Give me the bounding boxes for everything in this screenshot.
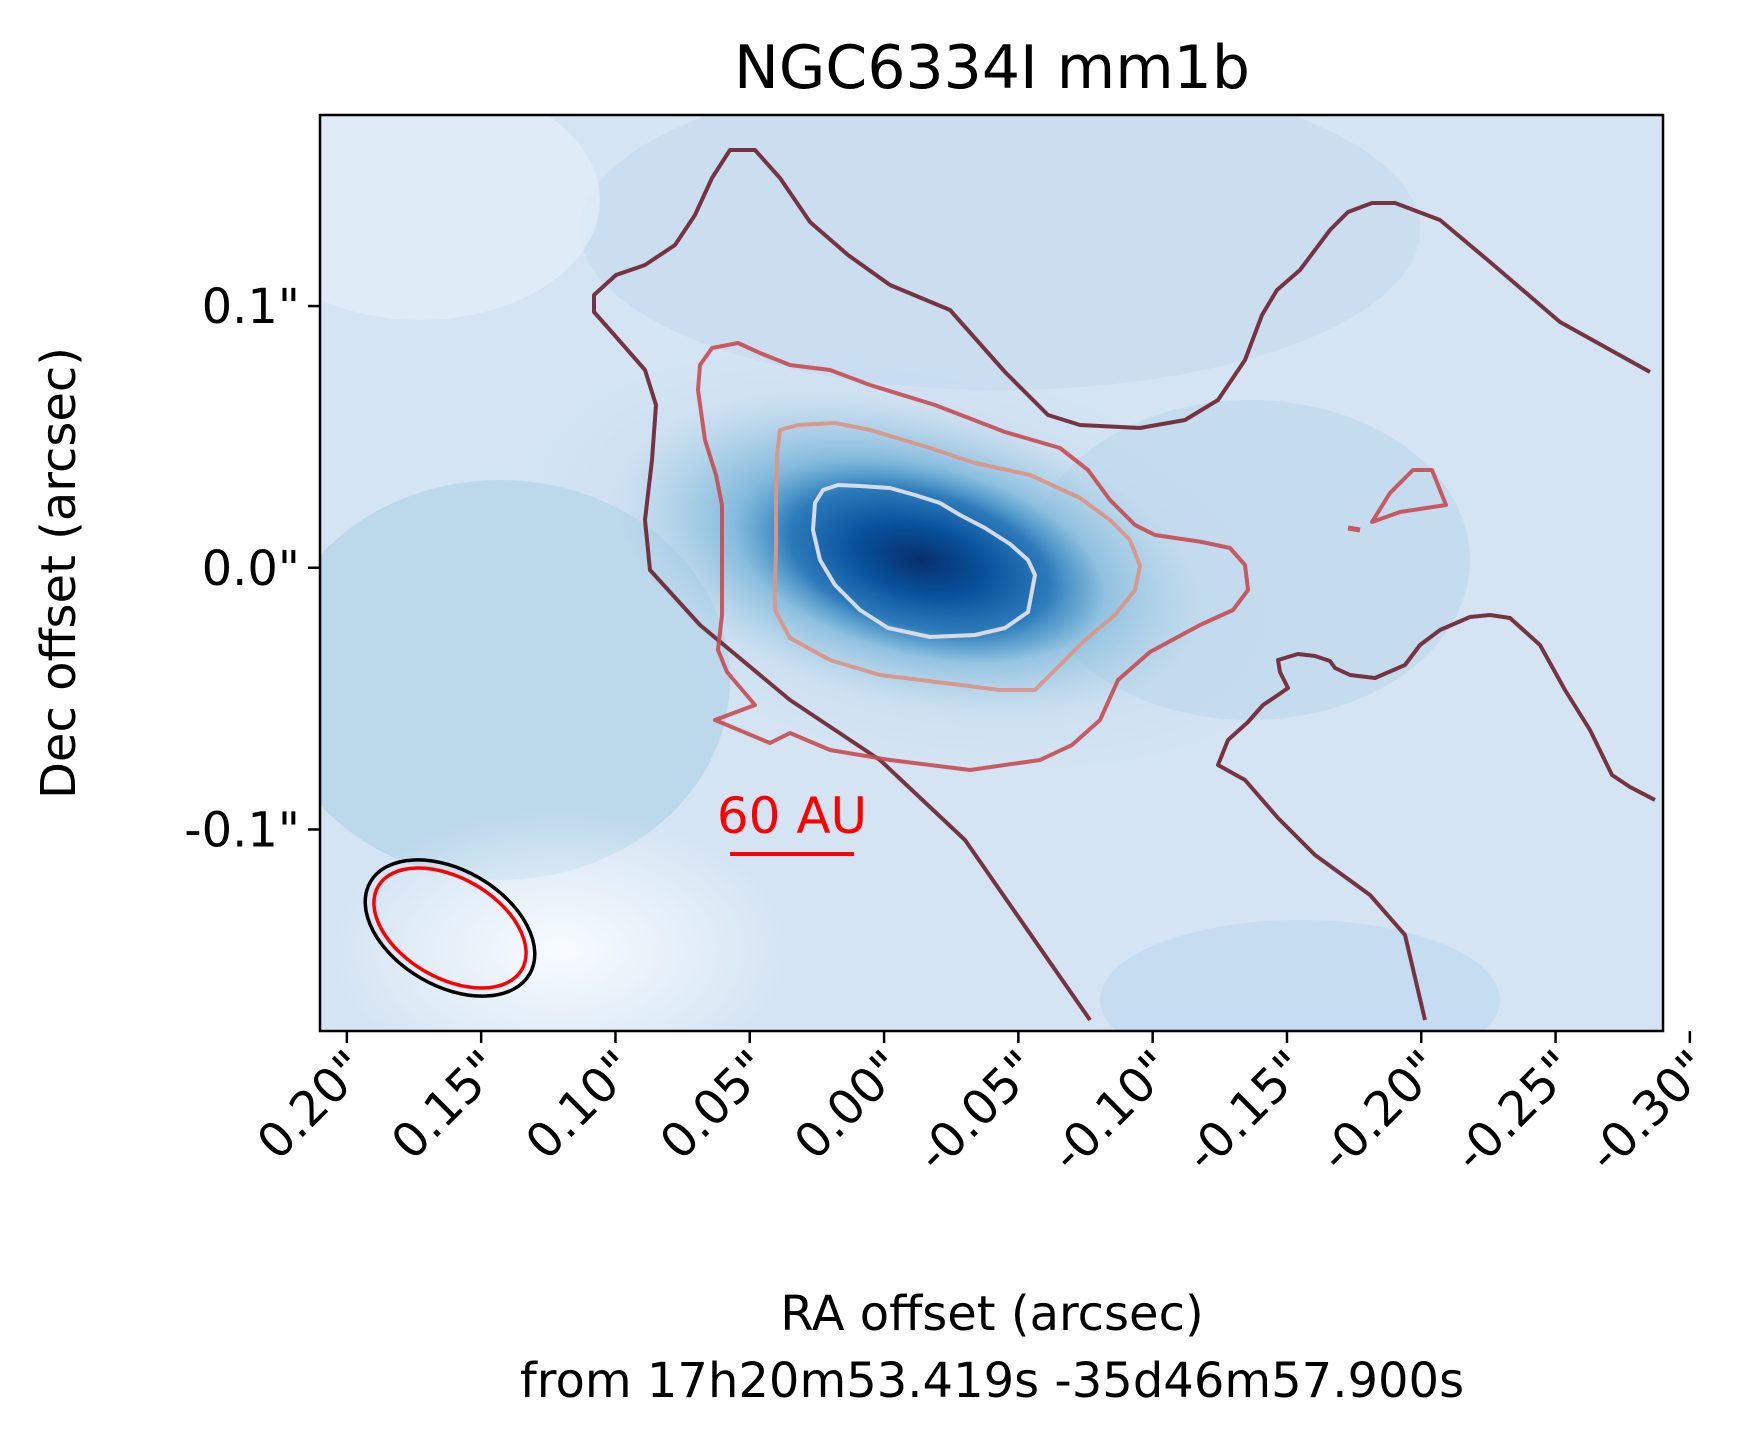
chart-title: NGC6334I mm1b [734, 33, 1250, 103]
x-axis-label-origin: from 17h20m53.419s -35d46m57.900s [520, 1353, 1464, 1409]
x-tick-label: 0.05" [649, 1040, 780, 1171]
x-tick-label: 0.10" [515, 1040, 646, 1171]
y-tick-label: 0.1" [202, 279, 300, 335]
x-tick-label: -0.05" [906, 1040, 1049, 1183]
x-tick-label: -0.10" [1040, 1040, 1183, 1183]
scale-bar: 60 AU [717, 787, 867, 856]
contour-level-1-south [1216, 613, 1656, 1021]
contour-level-4 [811, 483, 1037, 639]
x-tick-label: 0.20" [247, 1040, 378, 1171]
contour-level-2-main [696, 341, 1250, 772]
scale-bar-label: 60 AU [717, 787, 867, 845]
contour-level-3 [773, 421, 1142, 692]
x-tick-label: 0.00" [784, 1040, 915, 1171]
x-axis-label: RA offset (arcsec) [780, 1286, 1203, 1342]
y-tick-label: 0.0" [202, 541, 300, 597]
plot-frame [318, 113, 1665, 1033]
contour-lines [592, 148, 1656, 1022]
intensity-map [320, 115, 1663, 1031]
x-tick-label: -0.30" [1577, 1040, 1720, 1183]
x-tick-label: -0.25" [1443, 1040, 1586, 1183]
y-axis-label: Dec offset (arcsec) [31, 347, 87, 799]
x-tick-label: -0.20" [1309, 1040, 1452, 1183]
y-tick-label: -0.1" [184, 802, 300, 858]
x-tick-label: 0.15" [381, 1040, 512, 1171]
contour-level-1-main [592, 148, 1651, 1022]
contour-level-2-knot [1370, 468, 1448, 524]
beam-ellipses [363, 858, 537, 998]
x-axis-ticks: 0.20" 0.15" 0.10" 0.05" 0.00"-0.05"-0.10"-0.… [247, 1031, 1720, 1183]
beam-ellipse-continuum [363, 858, 537, 998]
contour-level-2-dot [1347, 525, 1361, 533]
y-axis-ticks: 0.1" 0.0" -0.1" [184, 279, 320, 858]
x-tick-label: -0.15" [1174, 1040, 1317, 1183]
beam-ellipse-line [372, 866, 528, 990]
